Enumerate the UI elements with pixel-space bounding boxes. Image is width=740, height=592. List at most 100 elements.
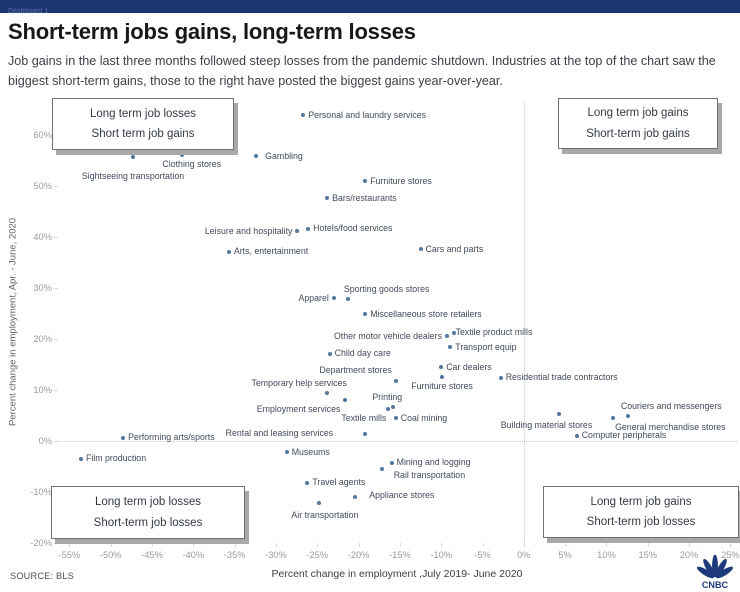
x-tick-label: 25%	[721, 550, 740, 560]
point-coal-mining[interactable]	[393, 416, 398, 421]
point-textile-product-mills[interactable]	[451, 330, 456, 335]
quadrant-line: Long term job gains	[587, 107, 689, 120]
point-label-apparel: Apparel	[298, 292, 329, 303]
x-tick-mark	[647, 543, 649, 547]
point-textile-mills[interactable]	[386, 406, 391, 411]
point-appliance-stores[interactable]	[353, 495, 358, 500]
quadrant-label-bottom-left: Long term job losses Short-term job loss…	[51, 486, 245, 539]
x-tick-mark	[606, 543, 608, 547]
point-label-furniture-stores: Furniture stores	[370, 175, 432, 186]
quadrant-line: Long term job losses	[94, 496, 202, 508]
x-tick-mark	[441, 543, 443, 547]
point-transport-equip[interactable]	[448, 345, 453, 350]
point-label-department-stores: Department stores	[319, 364, 392, 375]
point-label-general-merchandise-stores: General merchandise stores	[615, 422, 726, 433]
y-tick-label: -20%	[30, 538, 52, 548]
dashboard-tab[interactable]: Dashboard 1	[8, 8, 49, 15]
point-museums[interactable]	[284, 450, 289, 455]
point-mining-and-logging[interactable]	[389, 460, 394, 465]
y-tick-label: 40%	[33, 232, 52, 243]
point-printing[interactable]	[391, 404, 396, 409]
x-tick-mark	[69, 543, 71, 547]
x-tick-label: -45%	[141, 550, 163, 560]
point-employment-services[interactable]	[343, 398, 348, 403]
point-label-rental-and-leasing-services: Rental and leasing services	[225, 428, 334, 439]
y-tick-mark	[54, 186, 58, 188]
point-car-dealers[interactable]	[439, 365, 444, 370]
point-arts-entertainment[interactable]	[226, 249, 231, 254]
x-tick-mark	[275, 543, 277, 547]
point-leisure-and-hospitality[interactable]	[295, 229, 300, 233]
point-couriers-and-messengers[interactable]	[625, 414, 630, 419]
page-subtitle: Job gains in the last three months follo…	[8, 54, 716, 89]
point-label-miscellaneous-store-retailers: Miscellaneous store retailers	[370, 308, 482, 319]
point-building-material-stores[interactable]	[556, 412, 561, 417]
point-label-couriers-and-messengers: Couriers and messengers	[620, 401, 722, 412]
point-label-cars-and-parts: Cars and parts	[425, 243, 484, 254]
point-label-museums: Museums	[291, 446, 330, 457]
point-label-building-material-stores: Building material stores	[500, 420, 593, 431]
point-label-air-transportation: Air transportation	[291, 510, 359, 521]
y-tick-mark	[54, 288, 58, 290]
y-tick-label: 10%	[33, 385, 52, 396]
x-tick-label: -25%	[306, 550, 329, 560]
x-tick-mark	[523, 543, 525, 547]
y-tick-mark	[54, 339, 58, 341]
x-tick-label: -40%	[182, 550, 205, 560]
point-film-production[interactable]	[78, 456, 83, 461]
point-personal-and-laundry-services[interactable]	[301, 113, 306, 118]
point-sightseeing-transportation[interactable]	[131, 155, 135, 160]
point-rail-transportation[interactable]	[379, 467, 384, 472]
x-tick-label: -30%	[265, 550, 287, 560]
quadrant-line: Short-term job losses	[93, 517, 203, 529]
point-furniture-stores[interactable]	[440, 375, 445, 380]
point-label-leisure-and-hospitality: Leisure and hospitality	[204, 225, 293, 236]
point-other-motor-vehicle-dealers[interactable]	[444, 334, 449, 339]
x-tick-mark	[317, 543, 319, 547]
point-temporary-help-services[interactable]	[325, 391, 330, 396]
point-rental-and-leasing-services[interactable]	[363, 431, 368, 436]
quadrant-label-bottom-right: Long term job gains Short-term job losse…	[543, 486, 739, 538]
point-apparel[interactable]	[331, 296, 336, 301]
y-tick-label: 60%	[33, 130, 52, 141]
point-label-temporary-help-services: Temporary help services	[251, 378, 347, 389]
point-travel-agents[interactable]	[305, 480, 310, 485]
point-label-performing-arts-sports: Performing arts/sports	[128, 432, 215, 443]
point-general-merchandise-stores[interactable]	[611, 416, 616, 421]
point-computer-peripherals[interactable]	[574, 433, 579, 438]
x-tick-label: -35%	[223, 550, 246, 560]
x-tick-label: -15%	[389, 550, 411, 560]
point-sporting-goods-stores[interactable]	[345, 297, 350, 302]
point-cars-and-parts[interactable]	[418, 247, 423, 252]
point-child-day-care[interactable]	[327, 351, 332, 356]
zero-line-vertical	[523, 100, 525, 543]
quadrant-label-top-left: Long term job losses Short term job gain…	[52, 98, 234, 150]
point-label-employment-services: Employment services	[256, 403, 341, 414]
point-department-stores[interactable]	[393, 378, 398, 383]
y-tick-mark	[54, 390, 58, 392]
point-bars-restaurants[interactable]	[325, 196, 330, 201]
point-hotels-food-services[interactable]	[306, 226, 311, 231]
point-air-transportation[interactable]	[316, 501, 321, 506]
source-credit: SOURCE: BLS	[10, 571, 74, 581]
point-miscellaneous-store-retailers[interactable]	[363, 312, 368, 317]
x-tick-mark	[358, 543, 360, 547]
page-title: Short-term jobs gains, long-term losses	[8, 19, 416, 44]
x-axis: -55% -50% -45% -40% -35% -30% -25% -20% -15% -10%…	[57, 543, 740, 565]
point-label-transport-equip: Transport equip	[455, 341, 517, 352]
point-label-sightseeing-transportation: Sightseeing transportation	[81, 171, 185, 182]
x-tick-label: 5%	[558, 550, 572, 560]
quadrant-line: Long term job losses	[89, 107, 197, 120]
y-tick-label: -10%	[30, 487, 52, 498]
point-furniture-stores[interactable]	[363, 179, 368, 184]
x-tick-mark	[152, 543, 154, 547]
zero-line-horizontal	[57, 441, 737, 443]
point-clothing-stores[interactable]	[179, 153, 184, 158]
y-tick-label: 0%	[38, 436, 52, 447]
point-residential-trade-contractors[interactable]	[498, 375, 503, 380]
point-label-clothing-stores: Clothing stores	[162, 159, 222, 170]
x-tick-label: -5%	[474, 550, 491, 560]
point-performing-arts-sports[interactable]	[121, 435, 126, 440]
point-gambling[interactable]	[254, 154, 259, 159]
